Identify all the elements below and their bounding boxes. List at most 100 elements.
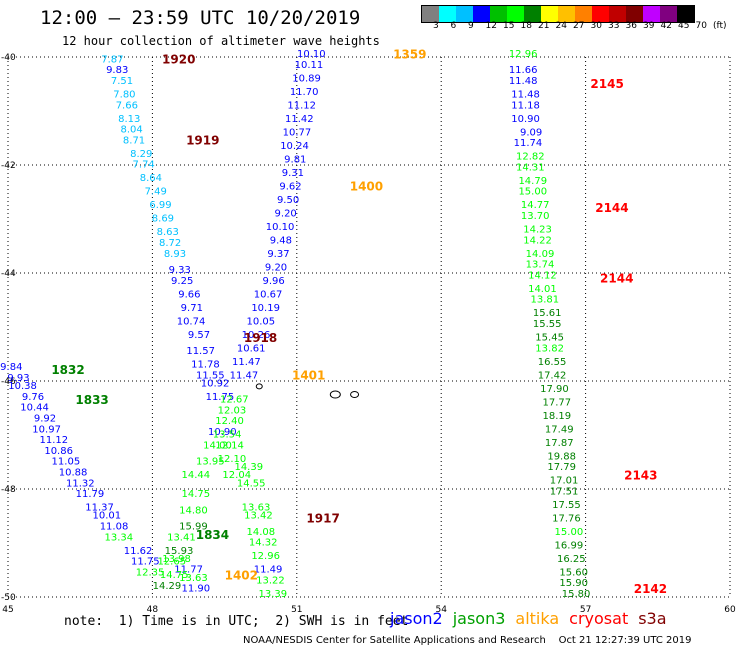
color-legend-labels: 3 6 9 12 15 18 21 24 27 30 33 36 39 42 45 70 (ft) (421, 21, 740, 33)
wave-height-label: 11.12 (40, 435, 69, 446)
wave-height-label: 14.08 (246, 527, 275, 538)
wave-height-label: 15.99 (179, 522, 208, 533)
legend-swatch (643, 6, 660, 22)
wave-height-label: 9.20 (265, 262, 287, 273)
wave-height-label: 14.44 (182, 470, 211, 481)
pass-time-label: 1833 (75, 393, 108, 407)
wave-height-label: 14.75 (182, 489, 211, 500)
y-tick-label: -44 (1, 269, 16, 279)
pass-time-label: 1834 (196, 528, 229, 542)
x-tick-label: 54 (435, 605, 447, 615)
legend-swatch (439, 6, 456, 22)
wave-height-label: 9.96 (263, 276, 285, 287)
wave-height-label: 15.80 (562, 589, 591, 600)
legend-label: 30 (590, 21, 602, 31)
wave-height-label: 13.98 (162, 554, 191, 565)
wave-height-label: 10.11 (295, 60, 324, 71)
pass-time-label: 1920 (162, 53, 195, 67)
wave-height-label: 17.77 (543, 397, 572, 408)
wave-height-label: 12.14 (215, 441, 244, 452)
legend-swatch (473, 6, 490, 22)
legend-swatch (524, 6, 541, 22)
wave-height-label: 9.71 (181, 303, 203, 314)
chart-subtitle: 12 hour collection of altimeter wave hei… (62, 34, 380, 48)
wave-height-label: 13.82 (535, 343, 564, 354)
wave-height-label: 17.51 (550, 486, 579, 497)
y-tick-label: -46 (1, 377, 16, 387)
legend-swatch (456, 6, 473, 22)
wave-height-label: 16.55 (538, 357, 567, 368)
legend-swatch (660, 6, 677, 22)
wave-height-label: 18.19 (543, 411, 572, 422)
legend-swatch (558, 6, 575, 22)
pass-time-label: 1832 (51, 363, 84, 377)
wave-height-label: 9.48 (270, 235, 292, 246)
satellite-name: jason3 (452, 609, 506, 628)
wave-height-label: 14.32 (249, 538, 278, 549)
wave-height-label: 14.22 (523, 235, 552, 246)
wave-height-label: 11.05 (52, 457, 81, 468)
legend-label: 42 (660, 21, 672, 31)
wave-height-label: 14.09 (526, 249, 555, 260)
wave-height-label: 6.99 (149, 200, 171, 211)
wave-height-label: 11.75 (206, 392, 235, 403)
x-tick-label: 57 (580, 605, 591, 615)
wave-height-label: 8.63 (157, 227, 179, 238)
wave-height-label: 15.00 (518, 187, 547, 198)
wave-height-label: 9.50 (277, 195, 299, 206)
wave-height-label: 14.75 (160, 570, 189, 581)
wave-height-label: 17.79 (547, 462, 576, 473)
wave-height-label: 10.19 (251, 303, 280, 314)
pass-time-label: 1359 (393, 47, 426, 61)
wave-height-label: 15.61 (533, 308, 562, 319)
wave-height-label: 10.92 (201, 378, 230, 389)
x-tick-label: 51 (291, 605, 302, 615)
wave-height-label: 8.29 (130, 149, 152, 160)
wave-height-label: 13.63 (242, 503, 271, 514)
wave-height-label: 10.90 (511, 114, 540, 125)
wave-height-label: 17.01 (550, 476, 579, 487)
satellite-legend: jason2 jason3 altika cryosat s3a (390, 609, 677, 628)
wave-height-label: 7.80 (113, 90, 135, 101)
wave-height-label: 14.80 (179, 505, 208, 516)
wave-height-label: 11.62 (124, 546, 153, 557)
wave-height-label: 15.00 (555, 527, 584, 538)
pass-time-label: 1400 (350, 180, 383, 194)
wave-height-label: 11.90 (182, 584, 211, 595)
wave-height-label: 11.37 (85, 503, 114, 514)
legend-swatch (422, 6, 439, 22)
y-tick-label: -40 (1, 53, 16, 63)
wave-height-label: 12.03 (218, 405, 247, 416)
wave-height-label: 9.57 (188, 330, 210, 341)
wave-height-label: 12.04 (222, 470, 251, 481)
wave-height-label: 17.87 (545, 438, 574, 449)
wave-height-label: 14.39 (234, 462, 263, 473)
pass-time-label: 1918 (244, 331, 277, 345)
wave-height-label: 10.61 (237, 343, 266, 354)
wave-height-label: 13.41 (167, 532, 196, 543)
wave-height-label: 15.45 (535, 333, 564, 344)
wave-height-label: 12.67 (220, 395, 249, 406)
wave-height-label: 7.49 (145, 187, 167, 198)
wave-height-label: 9.83 (106, 65, 128, 76)
wave-height-label: 17.55 (552, 500, 581, 511)
wave-height-label: 8.64 (140, 173, 162, 184)
wave-height-label: 10.74 (177, 316, 206, 327)
pass-time-label: 1402 (225, 568, 258, 582)
wave-height-label: 11.18 (511, 100, 540, 111)
wave-height-label: 10.97 (32, 424, 61, 435)
wave-height-label: 12.96 (251, 551, 280, 562)
legend-label: 21 (538, 21, 550, 31)
wave-height-label: 14.77 (521, 200, 550, 211)
wave-height-label: 10.24 (280, 141, 309, 152)
legend-swatch (541, 6, 558, 22)
wave-height-label: 13.42 (244, 511, 273, 522)
wave-height-label: 13.22 (256, 576, 285, 587)
wave-height-label: 10.67 (254, 289, 283, 300)
wave-height-label: 14.23 (523, 225, 552, 236)
satellite-name: s3a (638, 609, 667, 628)
wave-height-label: 9.62 (279, 181, 301, 192)
pass-time-label: 2143 (624, 469, 657, 483)
wave-height-label: 10.38 (8, 381, 37, 392)
wave-height-label: 8.69 (152, 214, 174, 225)
